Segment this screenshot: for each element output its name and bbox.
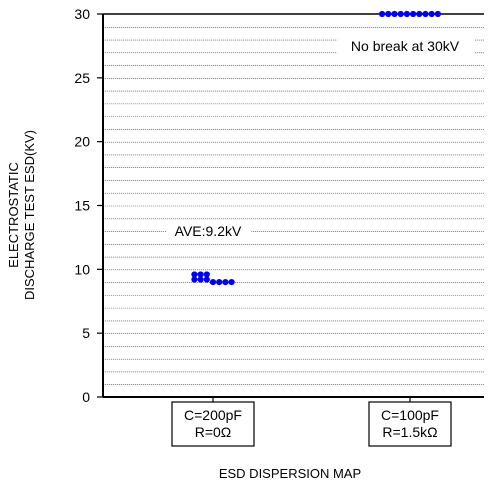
data-point	[197, 276, 204, 283]
data-point	[428, 10, 435, 18]
data-point	[410, 10, 417, 18]
x-axis-label: ESD DISPERSION MAP	[219, 466, 361, 481]
data-point	[216, 279, 223, 286]
y-tick-label: 0	[82, 389, 90, 405]
data-point	[228, 279, 235, 286]
data-point	[203, 271, 210, 278]
data-point	[397, 10, 404, 18]
data-point	[191, 271, 198, 278]
category-label: R=1.5kΩ	[382, 424, 437, 440]
category-label: C=100pF	[381, 407, 439, 423]
y-tick-label: 10	[74, 261, 90, 277]
y-axis-label: ELECTROSTATIC DISCHARGE TEST ESD(KV)	[6, 130, 37, 300]
data-point	[434, 10, 441, 18]
data-point	[197, 271, 204, 278]
data-point	[391, 10, 398, 18]
y-tick-label: 5	[82, 325, 90, 341]
grid-lines	[103, 26, 484, 386]
data-point	[203, 276, 210, 283]
axes	[102, 13, 484, 398]
y-ticks: 0 5 10 15 20 25 30	[74, 6, 103, 405]
data-point	[385, 10, 392, 18]
data-point	[209, 279, 217, 286]
y-tick-label: 20	[74, 134, 90, 150]
annotation-text: AVE:9.2kV	[175, 223, 242, 239]
category-label: C=200pF	[184, 407, 242, 423]
data-point	[403, 10, 410, 18]
y-tick-label: 15	[74, 198, 90, 214]
annotation-box	[166, 220, 252, 241]
data-points	[191, 10, 441, 286]
data-point	[191, 276, 198, 283]
y-axis-label-line-1: ELECTROSTATIC	[6, 162, 21, 268]
category-label: R=0Ω	[195, 424, 232, 440]
category-label-box	[368, 401, 452, 447]
y-tick-label: 30	[74, 6, 90, 22]
data-point	[222, 279, 229, 286]
annotations: AVE:9.2kV No break at 30kV	[166, 34, 475, 241]
data-point	[416, 10, 423, 18]
annotation-box	[337, 34, 475, 55]
category-label-box	[171, 401, 255, 447]
annotation-text: No break at 30kV	[351, 38, 460, 54]
data-point	[379, 10, 386, 18]
data-point	[422, 10, 429, 18]
y-tick-label: 25	[74, 70, 90, 86]
y-axis-label-line-2: DISCHARGE TEST ESD(KV)	[22, 130, 37, 300]
